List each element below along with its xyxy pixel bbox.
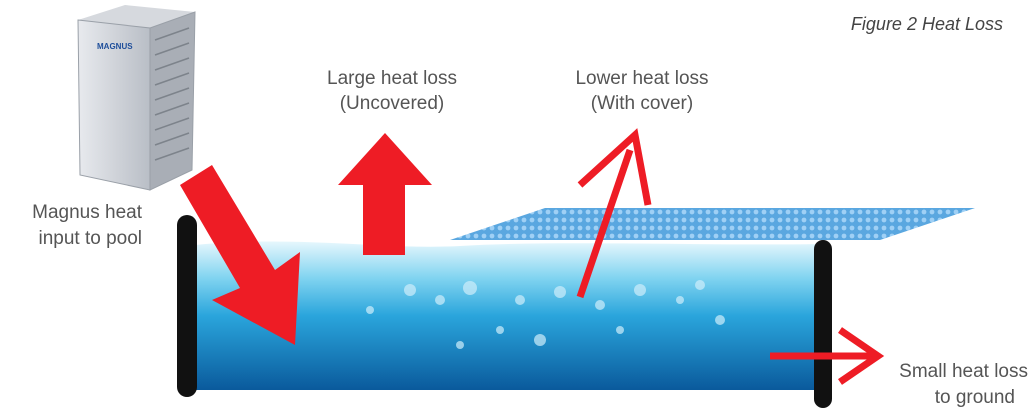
label: Small heat loss [899,361,1028,382]
bubbles [366,280,725,349]
label: (Uncovered) [340,93,445,114]
label: input to pool [38,228,142,249]
heat-pump: MAGNUS [77,5,196,191]
label: to ground [935,387,1015,408]
label: (With cover) [591,93,693,114]
ground-loss-arrow [770,327,885,385]
caption: Figure 2 Heat Loss [851,14,1003,34]
covered-loss-arrow [576,128,652,299]
pool-wall-left [177,215,197,397]
water [195,241,820,390]
label: Magnus heat [32,202,143,223]
uncovered-loss-arrow [338,133,432,255]
input-arrow [180,165,300,345]
label: Lower heat loss [575,68,708,89]
brand: MAGNUS [97,42,133,51]
label: Large heat loss [327,68,457,89]
pool-wall-right [814,240,832,408]
pool-cover [450,208,975,240]
